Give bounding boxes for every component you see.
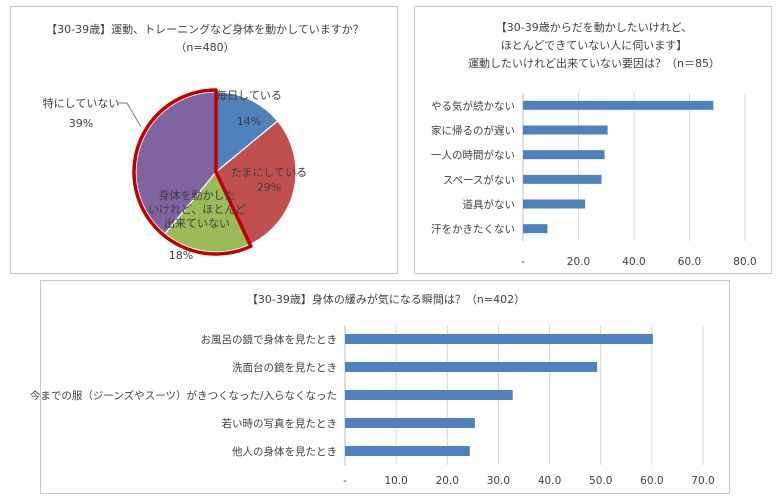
x-tick-label: 80.0	[733, 256, 756, 268]
pie-slice	[164, 170, 251, 253]
pie-slice-label: いけれど、ほとんど	[148, 203, 246, 216]
bar	[345, 418, 475, 428]
pie-slice-value: 18%	[169, 249, 193, 262]
category-label: 一人の時間がない	[431, 149, 515, 162]
chart-title-line: 【30-39歳】運動、トレーニングなど身体を動かしていますか？	[46, 22, 364, 36]
pie-slice-label: 毎日している	[216, 89, 282, 102]
category-label: 道具がない	[463, 198, 516, 211]
bar	[523, 174, 602, 184]
x-tick-label: 30.0	[487, 475, 510, 487]
pie-highlight-outline	[132, 88, 253, 256]
category-label: 汗をかきたくない	[431, 223, 515, 236]
category-label: 他人の身体を見たとき	[232, 445, 337, 458]
x-tick-label: -	[343, 475, 347, 487]
pie-slice-label: 身体を動かした	[159, 188, 236, 202]
bar	[523, 125, 608, 135]
pie-slice-label: たまにしている	[231, 166, 307, 179]
x-tick-label: 20.0	[436, 475, 459, 487]
chart-title-line: ほとんどできていない人に伺います】	[501, 39, 687, 52]
chart-title-line: 【30-39歳からだを動かしたいけれど、	[496, 20, 692, 34]
x-tick-label: 20.0	[567, 256, 590, 268]
bar	[345, 446, 470, 456]
pie-chart-panel: 【30-39歳】運動、トレーニングなど身体を動かしていますか？ （n=480） 毎日…	[10, 6, 398, 274]
pie-slice	[215, 91, 279, 174]
moments-bar-chart: 【30-39歳】身体の緩みが気になる瞬間は？（n=402） お風呂の鏡で身体を見た…	[30, 292, 715, 487]
bar	[345, 390, 513, 400]
pie-slice-label: 特にしていない	[43, 96, 120, 110]
x-tick-label: 60.0	[678, 256, 701, 268]
x-tick-label: 50.0	[589, 475, 612, 487]
x-tick-label: 70.0	[691, 475, 714, 487]
pie-slice-value: 14%	[237, 115, 261, 128]
chart-title-line: （n=480）	[175, 41, 234, 54]
pie-leader-line	[117, 102, 142, 128]
category-label: 若い時の写真を見たとき	[222, 417, 338, 430]
category-label: スペースがない	[443, 173, 515, 186]
category-label: やる気が続かない	[431, 99, 515, 112]
x-tick-label: 40.0	[622, 256, 645, 268]
chart-title-line: 運動したいけれど出来ていない要因は？（n＝85）	[468, 56, 720, 70]
chart-title-line: 【30-39歳】身体の緩みが気になる瞬間は？（n=402）	[247, 292, 525, 306]
bar	[523, 224, 548, 234]
bar	[523, 150, 605, 160]
reasons-chart-panel: 【30-39歳からだを動かしたいけれど、 ほとんどできていない人に伺います】運動し…	[414, 6, 772, 274]
pie-chart: 【30-39歳】運動、トレーニングなど身体を動かしていますか？ （n=480） 毎日…	[43, 22, 364, 262]
pie-slice-label: 出来ていない	[164, 216, 230, 230]
x-tick-label: -	[521, 256, 525, 268]
bar	[523, 100, 714, 110]
category-label: 今までの服（ジーンズやスーツ）がきつくなった/入らなくなった	[30, 389, 337, 402]
bar	[345, 362, 598, 372]
reasons-bar-chart: 【30-39歳からだを動かしたいけれど、ほとんどできていない人に伺います】運動し…	[431, 20, 757, 268]
bar	[345, 334, 653, 344]
x-tick-label: 40.0	[538, 475, 561, 487]
category-label: お風呂の鏡で身体を見たとき	[201, 333, 338, 346]
pie-slice	[135, 91, 217, 235]
pie-slice-value: 29%	[257, 181, 281, 194]
category-label: 家に帰るのが遅い	[431, 124, 515, 137]
category-label: 洗面台の鏡を見たとき	[232, 361, 337, 374]
x-tick-label: 60.0	[640, 475, 663, 487]
x-tick-label: 10.0	[384, 475, 407, 487]
moments-chart-panel: 【30-39歳】身体の緩みが気になる瞬間は？（n=402） お風呂の鏡で身体を見た…	[30, 280, 730, 494]
pie-slice-value: 39%	[69, 117, 93, 130]
bar	[523, 199, 586, 209]
